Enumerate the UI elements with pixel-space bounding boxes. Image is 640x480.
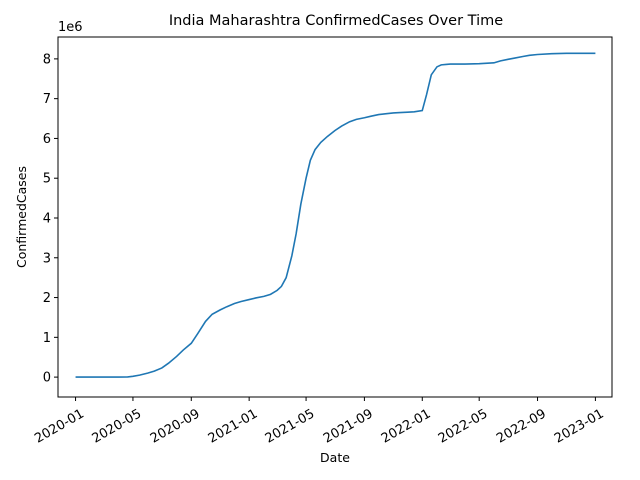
chart-title: India Maharashtra ConfirmedCases Over Ti… <box>169 13 503 29</box>
y-tick-label: 5 <box>43 172 51 187</box>
y-tick-label: 8 <box>43 52 51 67</box>
y-tick-label: 2 <box>43 291 51 306</box>
axes-frame <box>57 36 613 398</box>
y-tick-label: 0 <box>43 371 51 386</box>
y-offset-label: 1e6 <box>58 20 83 35</box>
x-axis-label: Date <box>320 450 350 465</box>
y-tick-label: 6 <box>43 132 51 147</box>
y-axis-label: ConfirmedCases <box>14 166 29 268</box>
y-tick-label: 7 <box>43 92 51 107</box>
y-ticks: 0 1 2 3 4 5 6 7 8 <box>43 52 58 386</box>
y-tick-label: 3 <box>43 251 51 266</box>
y-tick-label: 1 <box>43 331 51 346</box>
series-line-confirmed-cases <box>75 52 596 378</box>
y-tick-label: 4 <box>43 211 51 226</box>
